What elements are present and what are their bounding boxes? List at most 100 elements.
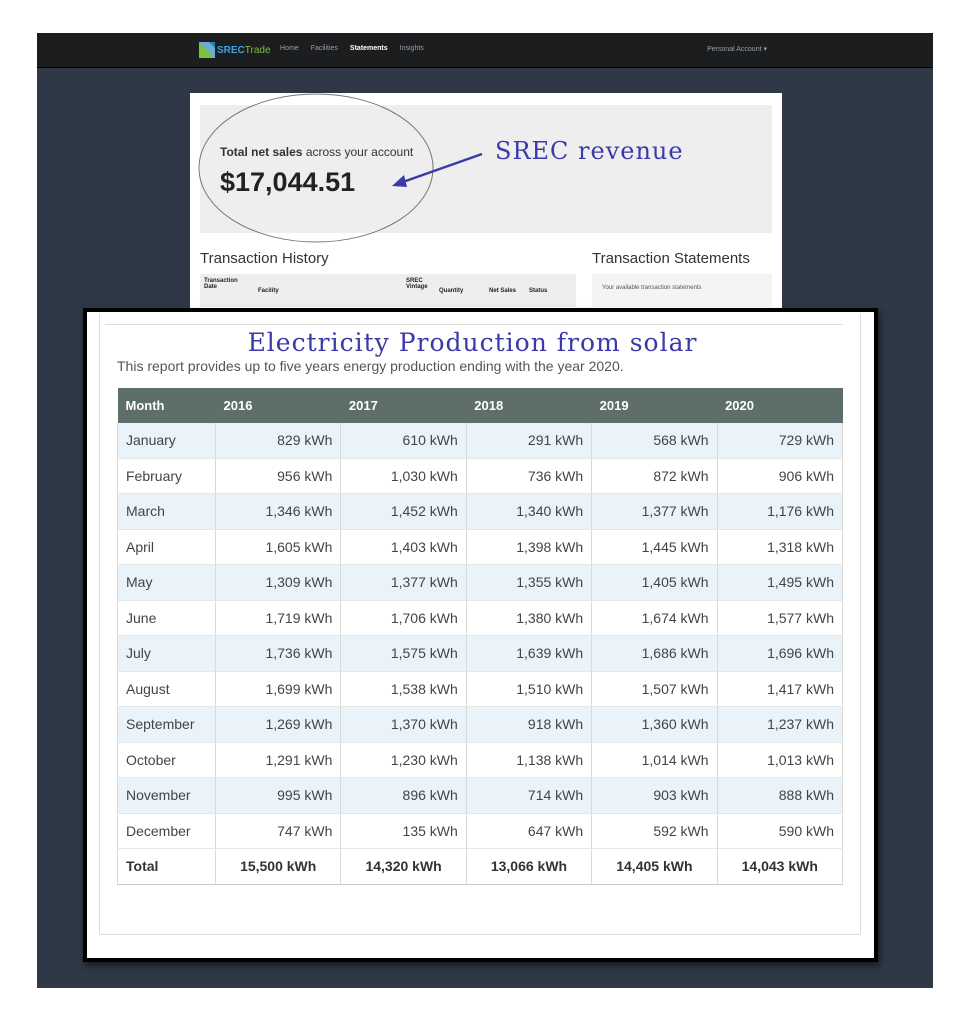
kwh-cell: 1,538 kWh — [340, 671, 467, 707]
kwh-cell: 956 kWh — [215, 458, 342, 494]
kwh-cell: 610 kWh — [340, 423, 467, 459]
nav-facilities[interactable]: Facilities — [310, 45, 338, 52]
kwh-cell: 896 kWh — [340, 777, 467, 814]
header-2016: 2016 — [215, 388, 341, 423]
kwh-cell: 1,639 kWh — [466, 635, 593, 672]
kwh-cell: 1,699 kWh — [215, 671, 342, 707]
table-row: September 1,269 kWh 1,370 kWh 918 kWh 1,360 … — [117, 706, 844, 743]
header-2020: 2020 — [717, 388, 843, 423]
kwh-cell: 1,605 kWh — [215, 529, 342, 565]
annotation-arrow — [392, 152, 483, 187]
summary-label: Total net sales across your account — [220, 145, 414, 159]
month-cell: June — [117, 600, 216, 636]
nav-home[interactable]: Home — [280, 45, 299, 52]
table-header-row: Month 2016 2017 2018 2019 2020 — [117, 388, 843, 423]
month-cell: May — [117, 564, 216, 601]
kwh-cell: 1,736 kWh — [215, 635, 342, 672]
kwh-cell: 906 kWh — [717, 458, 844, 494]
total-label: Total — [117, 848, 216, 885]
kwh-cell: 1,291 kWh — [215, 742, 342, 778]
transaction-statements-title: Transaction Statements — [592, 250, 750, 267]
kwh-cell: 1,510 kWh — [466, 671, 593, 707]
kwh-cell: 1,686 kWh — [591, 635, 718, 672]
kwh-cell: 1,346 kWh — [215, 493, 342, 530]
report-title: Electricity Production from solar — [247, 328, 698, 357]
account-card: Total net sales across your account $17,… — [190, 93, 782, 315]
kwh-cell: 1,452 kWh — [340, 493, 467, 530]
kwh-cell: 747 kWh — [215, 813, 342, 849]
kwh-cell: 995 kWh — [215, 777, 342, 814]
kwh-cell: 1,495 kWh — [717, 564, 844, 601]
nav-insights[interactable]: Insights — [399, 45, 424, 52]
kwh-cell: 872 kWh — [591, 458, 718, 494]
logo-icon — [199, 42, 215, 58]
kwh-cell: 1,377 kWh — [340, 564, 467, 601]
account-menu[interactable]: Personal Account ▾ — [707, 46, 767, 53]
table-row: December 747 kWh 135 kWh 647 kWh 592 kWh 590 … — [117, 813, 844, 849]
srectrade-logo[interactable]: SRECTrade — [199, 42, 271, 58]
srec-revenue-annotation: SREC revenue — [495, 137, 684, 165]
kwh-cell: 1,355 kWh — [466, 564, 593, 601]
kwh-cell: 1,380 kWh — [466, 600, 593, 636]
kwh-cell: 1,318 kWh — [717, 529, 844, 565]
kwh-cell: 729 kWh — [717, 423, 844, 459]
col-quantity[interactable]: Quantity — [439, 288, 464, 294]
kwh-cell: 1,696 kWh — [717, 635, 844, 672]
month-cell: January — [117, 423, 216, 459]
kwh-cell: 1,417 kWh — [717, 671, 844, 707]
table-row: January 829 kWh 610 kWh 291 kWh 568 kWh 729 k… — [117, 423, 844, 459]
col-srec-vintage[interactable]: SREC Vintage — [406, 278, 428, 290]
table-row: March 1,346 kWh 1,452 kWh 1,340 kWh 1,377 kW… — [117, 493, 844, 530]
kwh-cell: 918 kWh — [466, 706, 593, 743]
logo-text: SRECTrade — [217, 44, 271, 56]
kwh-cell: 1,340 kWh — [466, 493, 593, 530]
table-row: August 1,699 kWh 1,538 kWh 1,510 kWh 1,507 k… — [117, 671, 844, 707]
kwh-cell: 291 kWh — [466, 423, 593, 459]
col-transaction-date[interactable]: Transaction Date — [204, 278, 238, 290]
kwh-cell: 1,360 kWh — [591, 706, 718, 743]
kwh-cell: 1,176 kWh — [717, 493, 844, 530]
kwh-cell: 829 kWh — [215, 423, 342, 459]
nav-links: Home Facilities Statements Insights — [280, 45, 424, 52]
transaction-statements-box: Your available transaction statements — [592, 274, 772, 307]
kwh-cell: 888 kWh — [717, 777, 844, 814]
header-month: Month — [117, 388, 216, 423]
col-net-sales[interactable]: Net Sales — [489, 288, 517, 294]
total-cell: 13,066 kWh — [466, 848, 593, 885]
kwh-cell: 736 kWh — [466, 458, 593, 494]
kwh-cell: 1,013 kWh — [717, 742, 844, 778]
kwh-cell: 1,269 kWh — [215, 706, 342, 743]
kwh-cell: 1,507 kWh — [591, 671, 718, 707]
month-cell: September — [117, 706, 216, 743]
kwh-cell: 1,309 kWh — [215, 564, 342, 601]
kwh-cell: 1,445 kWh — [591, 529, 718, 565]
kwh-cell: 647 kWh — [466, 813, 593, 849]
col-status[interactable]: Status — [529, 288, 548, 294]
kwh-cell: 1,237 kWh — [717, 706, 844, 743]
kwh-cell: 1,030 kWh — [340, 458, 467, 494]
report-subtitle: This report provides up to five years en… — [117, 358, 624, 374]
top-navbar: SRECTrade Home Facilities Statements Ins… — [37, 33, 933, 68]
highlight-ellipse — [198, 93, 434, 243]
kwh-cell: 590 kWh — [717, 813, 844, 849]
kwh-cell: 1,706 kWh — [340, 600, 467, 636]
kwh-cell: 1,575 kWh — [340, 635, 467, 672]
solar-production-report: Electricity Production from solar This r… — [83, 308, 878, 962]
kwh-cell: 1,403 kWh — [340, 529, 467, 565]
kwh-cell: 592 kWh — [591, 813, 718, 849]
total-cell: 15,500 kWh — [215, 848, 342, 885]
month-cell: April — [117, 529, 216, 565]
month-cell: July — [117, 635, 216, 672]
header-2019: 2019 — [591, 388, 718, 423]
kwh-cell: 568 kWh — [591, 423, 718, 459]
month-cell: February — [117, 458, 216, 494]
table-row: October 1,291 kWh 1,230 kWh 1,138 kWh 1,014 … — [117, 742, 844, 778]
total-net-sales: $17,044.51 — [220, 167, 356, 197]
kwh-cell: 1,398 kWh — [466, 529, 593, 565]
nav-statements[interactable]: Statements — [349, 45, 388, 52]
table-row: February 956 kWh 1,030 kWh 736 kWh 872 kWh 90… — [117, 458, 844, 494]
table-row: June 1,719 kWh 1,706 kWh 1,380 kWh 1,674 kWh… — [117, 600, 844, 636]
kwh-cell: 1,377 kWh — [591, 493, 718, 530]
header-2018: 2018 — [466, 388, 592, 423]
col-facility[interactable]: Facility — [258, 288, 279, 294]
